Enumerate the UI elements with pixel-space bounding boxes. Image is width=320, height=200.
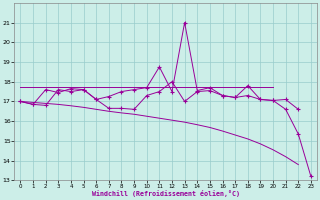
X-axis label: Windchill (Refroidissement éolien,°C): Windchill (Refroidissement éolien,°C): [92, 190, 240, 197]
